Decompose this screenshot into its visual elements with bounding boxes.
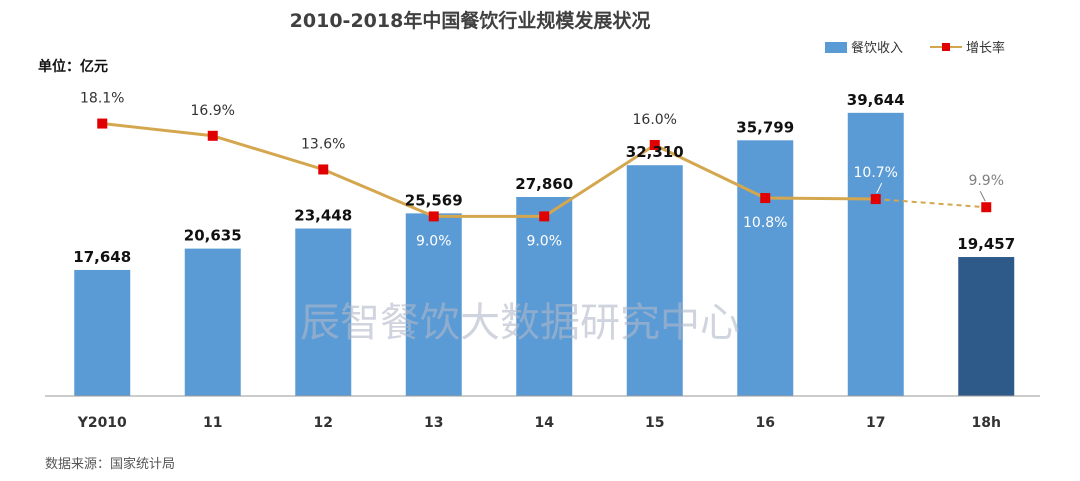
bar: [516, 197, 573, 396]
rate-label: 10.8%: [743, 215, 787, 231]
legend-line-label: 增长率: [966, 40, 1005, 56]
bar: [737, 140, 794, 396]
rate-label: 16.0%: [633, 112, 677, 128]
bar: [626, 165, 683, 396]
legend-bar-label: 餐饮收入: [851, 40, 903, 56]
growth-line-series: [97, 118, 992, 222]
value-label: 19,457: [957, 235, 1015, 253]
watermark: 辰智餐饮大数据研究中心: [300, 300, 740, 346]
legend: 餐饮收入 增长率: [825, 40, 1005, 56]
growth-line-estimate: [875, 198, 987, 209]
x-tick-label: 18h: [972, 415, 1001, 431]
rate-label: 18.1%: [80, 91, 124, 107]
bar: [295, 228, 352, 396]
value-label: 25,569: [405, 191, 463, 209]
growth-marker: [207, 130, 218, 141]
x-tick-label: 12: [314, 415, 333, 431]
x-tick-label: Y2010: [77, 415, 127, 431]
bar: [958, 257, 1015, 396]
leader-line: [876, 182, 883, 194]
value-label: 27,860: [515, 175, 573, 193]
chart-title: 2010-2018年中国餐饮行业规模发展状况: [290, 9, 651, 32]
growth-marker: [97, 118, 108, 129]
growth-marker: [318, 164, 329, 175]
data-labels: 17,648 20,635 23,448 25,569 27,860 32,310 35,7…: [73, 91, 1015, 266]
growth-marker: [428, 211, 439, 222]
growth-marker: [539, 211, 550, 222]
growth-marker: [649, 139, 660, 150]
bar: [74, 269, 131, 396]
unit-label: 单位：亿元: [38, 58, 108, 75]
growth-marker: [981, 202, 992, 213]
legend-line-marker: [942, 43, 950, 51]
value-label: 32,310: [626, 143, 684, 161]
rate-label: 13.6%: [301, 136, 345, 152]
bar: [405, 213, 462, 396]
rate-label: 10.7%: [854, 165, 898, 181]
bar-series: [74, 112, 1015, 396]
bar: [184, 248, 241, 396]
rate-label: 9.0%: [416, 233, 452, 249]
value-label: 20,635: [184, 227, 242, 245]
leader-line: [979, 191, 986, 202]
x-tick-labels: Y2010 11 12 13 14 15 16 17 18h: [77, 415, 1001, 431]
legend-bar-swatch: [825, 42, 847, 53]
growth-marker: [760, 193, 771, 204]
source-note: 数据来源：国家统计局: [45, 456, 175, 472]
x-tick-label: 11: [203, 415, 222, 431]
value-label: 39,644: [847, 91, 905, 109]
growth-marker: [870, 194, 881, 205]
value-label: 23,448: [294, 207, 352, 225]
rate-label: 9.9%: [968, 173, 1004, 189]
rate-label: 9.0%: [526, 233, 562, 249]
x-tick-label: 16: [756, 415, 775, 431]
x-tick-label: 17: [866, 415, 885, 431]
x-tick-label: 13: [424, 415, 443, 431]
growth-line: [102, 122, 876, 218]
rate-label: 16.9%: [191, 103, 235, 119]
bar: [847, 112, 904, 396]
value-label: 35,799: [736, 118, 794, 136]
x-tick-label: 15: [645, 415, 664, 431]
value-label: 17,648: [73, 248, 131, 266]
x-tick-label: 14: [535, 415, 555, 431]
